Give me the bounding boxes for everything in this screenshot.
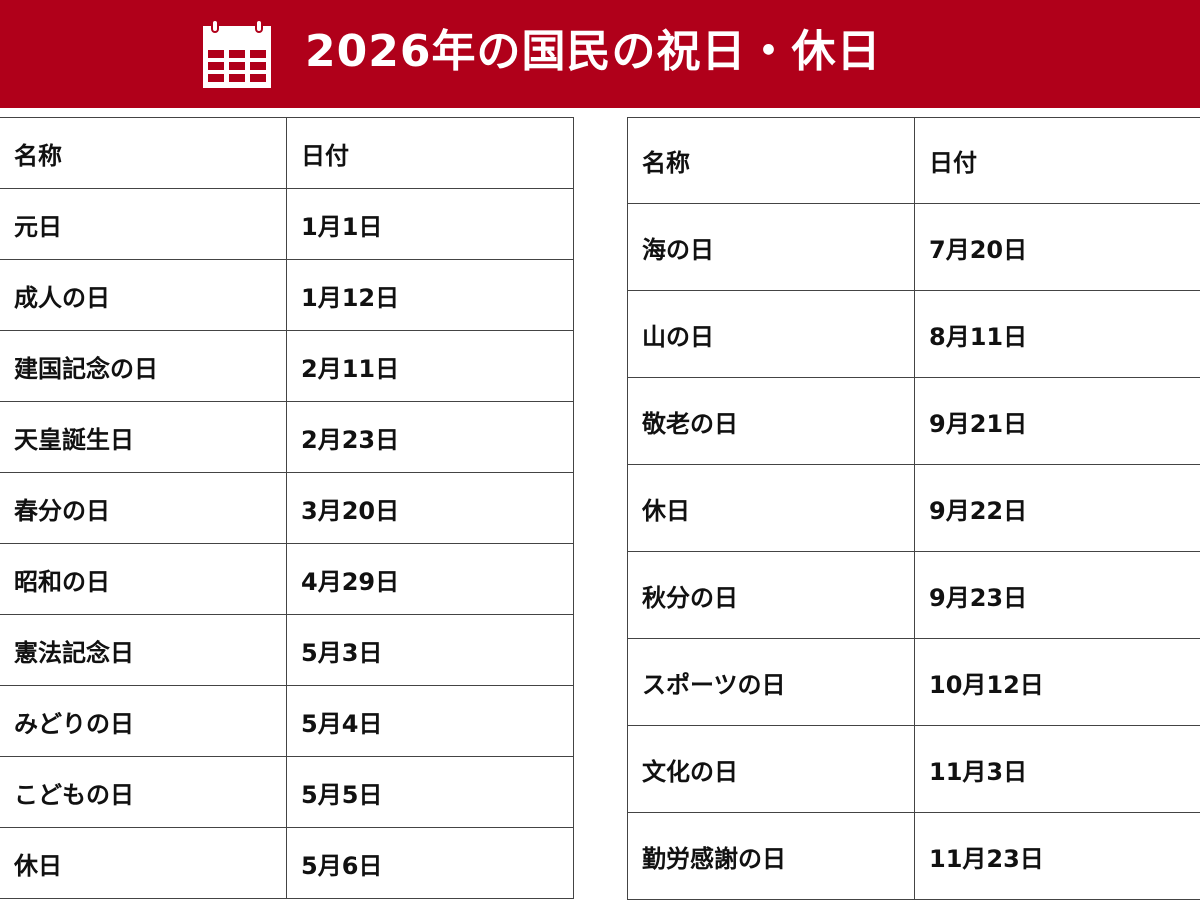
table-row: 建国記念の日 2月11日: [0, 330, 574, 402]
holiday-name: 成人の日: [0, 259, 287, 331]
holiday-name: 建国記念の日: [0, 330, 287, 402]
holiday-date: 10月12日: [914, 638, 1200, 726]
table-row: 海の日 7月20日: [627, 203, 1200, 291]
table-row: 昭和の日 4月29日: [0, 543, 574, 615]
holiday-date: 2月23日: [286, 401, 574, 473]
table-row: 春分の日 3月20日: [0, 472, 574, 544]
calendar-icon: [203, 20, 271, 88]
holiday-name: 元日: [0, 188, 287, 260]
holiday-name: 休日: [627, 464, 915, 552]
holiday-date: 5月5日: [286, 756, 574, 828]
table-row: みどりの日 5月4日: [0, 685, 574, 757]
holiday-date: 1月12日: [286, 259, 574, 331]
holiday-date: 11月3日: [914, 725, 1200, 813]
page-title: 2026年の国民の祝日・休日: [305, 26, 882, 77]
holiday-date: 2月11日: [286, 330, 574, 402]
table-row: 勤労感謝の日 11月23日: [627, 812, 1200, 900]
table-row: 元日 1月1日: [0, 188, 574, 260]
holiday-table-right: 名称 日付 海の日 7月20日 山の日 8月11日 敬老の日 9月21日 休日 9月22日 秋分…: [627, 117, 1200, 900]
holiday-date: 5月4日: [286, 685, 574, 757]
holiday-name: 天皇誕生日: [0, 401, 287, 473]
table-row: 休日 9月22日: [627, 464, 1200, 552]
table-row: 休日 5月6日: [0, 827, 574, 899]
holiday-name: 憲法記念日: [0, 614, 287, 686]
holiday-name: みどりの日: [0, 685, 287, 757]
holiday-date: 1月1日: [286, 188, 574, 260]
column-header-date: 日付: [286, 117, 574, 189]
table-row: 憲法記念日 5月3日: [0, 614, 574, 686]
table-header-row: 名称 日付: [0, 117, 574, 189]
holiday-name: 秋分の日: [627, 551, 915, 639]
holiday-date: 9月23日: [914, 551, 1200, 639]
holiday-date: 5月6日: [286, 827, 574, 899]
holiday-name: こどもの日: [0, 756, 287, 828]
holiday-name: 文化の日: [627, 725, 915, 813]
column-header-date: 日付: [914, 117, 1200, 204]
holiday-name: スポーツの日: [627, 638, 915, 726]
holiday-date: 4月29日: [286, 543, 574, 615]
header-banner: 2026年の国民の祝日・休日: [0, 0, 1200, 108]
table-row: こどもの日 5月5日: [0, 756, 574, 828]
table-header-row: 名称 日付: [627, 117, 1200, 204]
holiday-name: 海の日: [627, 203, 915, 291]
holiday-date: 11月23日: [914, 812, 1200, 900]
table-row: 成人の日 1月12日: [0, 259, 574, 331]
table-row: 敬老の日 9月21日: [627, 377, 1200, 465]
column-header-name: 名称: [627, 117, 915, 204]
holiday-date: 9月22日: [914, 464, 1200, 552]
holiday-name: 敬老の日: [627, 377, 915, 465]
holiday-date: 3月20日: [286, 472, 574, 544]
holiday-table-left: 名称 日付 元日 1月1日 成人の日 1月12日 建国記念の日 2月11日 天皇誕生日 2月2…: [0, 117, 574, 899]
table-row: 文化の日 11月3日: [627, 725, 1200, 813]
holiday-name: 山の日: [627, 290, 915, 378]
table-row: 天皇誕生日 2月23日: [0, 401, 574, 473]
holiday-name: 春分の日: [0, 472, 287, 544]
holiday-name: 休日: [0, 827, 287, 899]
holiday-name: 勤労感謝の日: [627, 812, 915, 900]
column-header-name: 名称: [0, 117, 287, 189]
holiday-date: 9月21日: [914, 377, 1200, 465]
table-row: 秋分の日 9月23日: [627, 551, 1200, 639]
holiday-date: 5月3日: [286, 614, 574, 686]
holiday-date: 8月11日: [914, 290, 1200, 378]
holiday-name: 昭和の日: [0, 543, 287, 615]
table-row: 山の日 8月11日: [627, 290, 1200, 378]
holiday-date: 7月20日: [914, 203, 1200, 291]
table-row: スポーツの日 10月12日: [627, 638, 1200, 726]
